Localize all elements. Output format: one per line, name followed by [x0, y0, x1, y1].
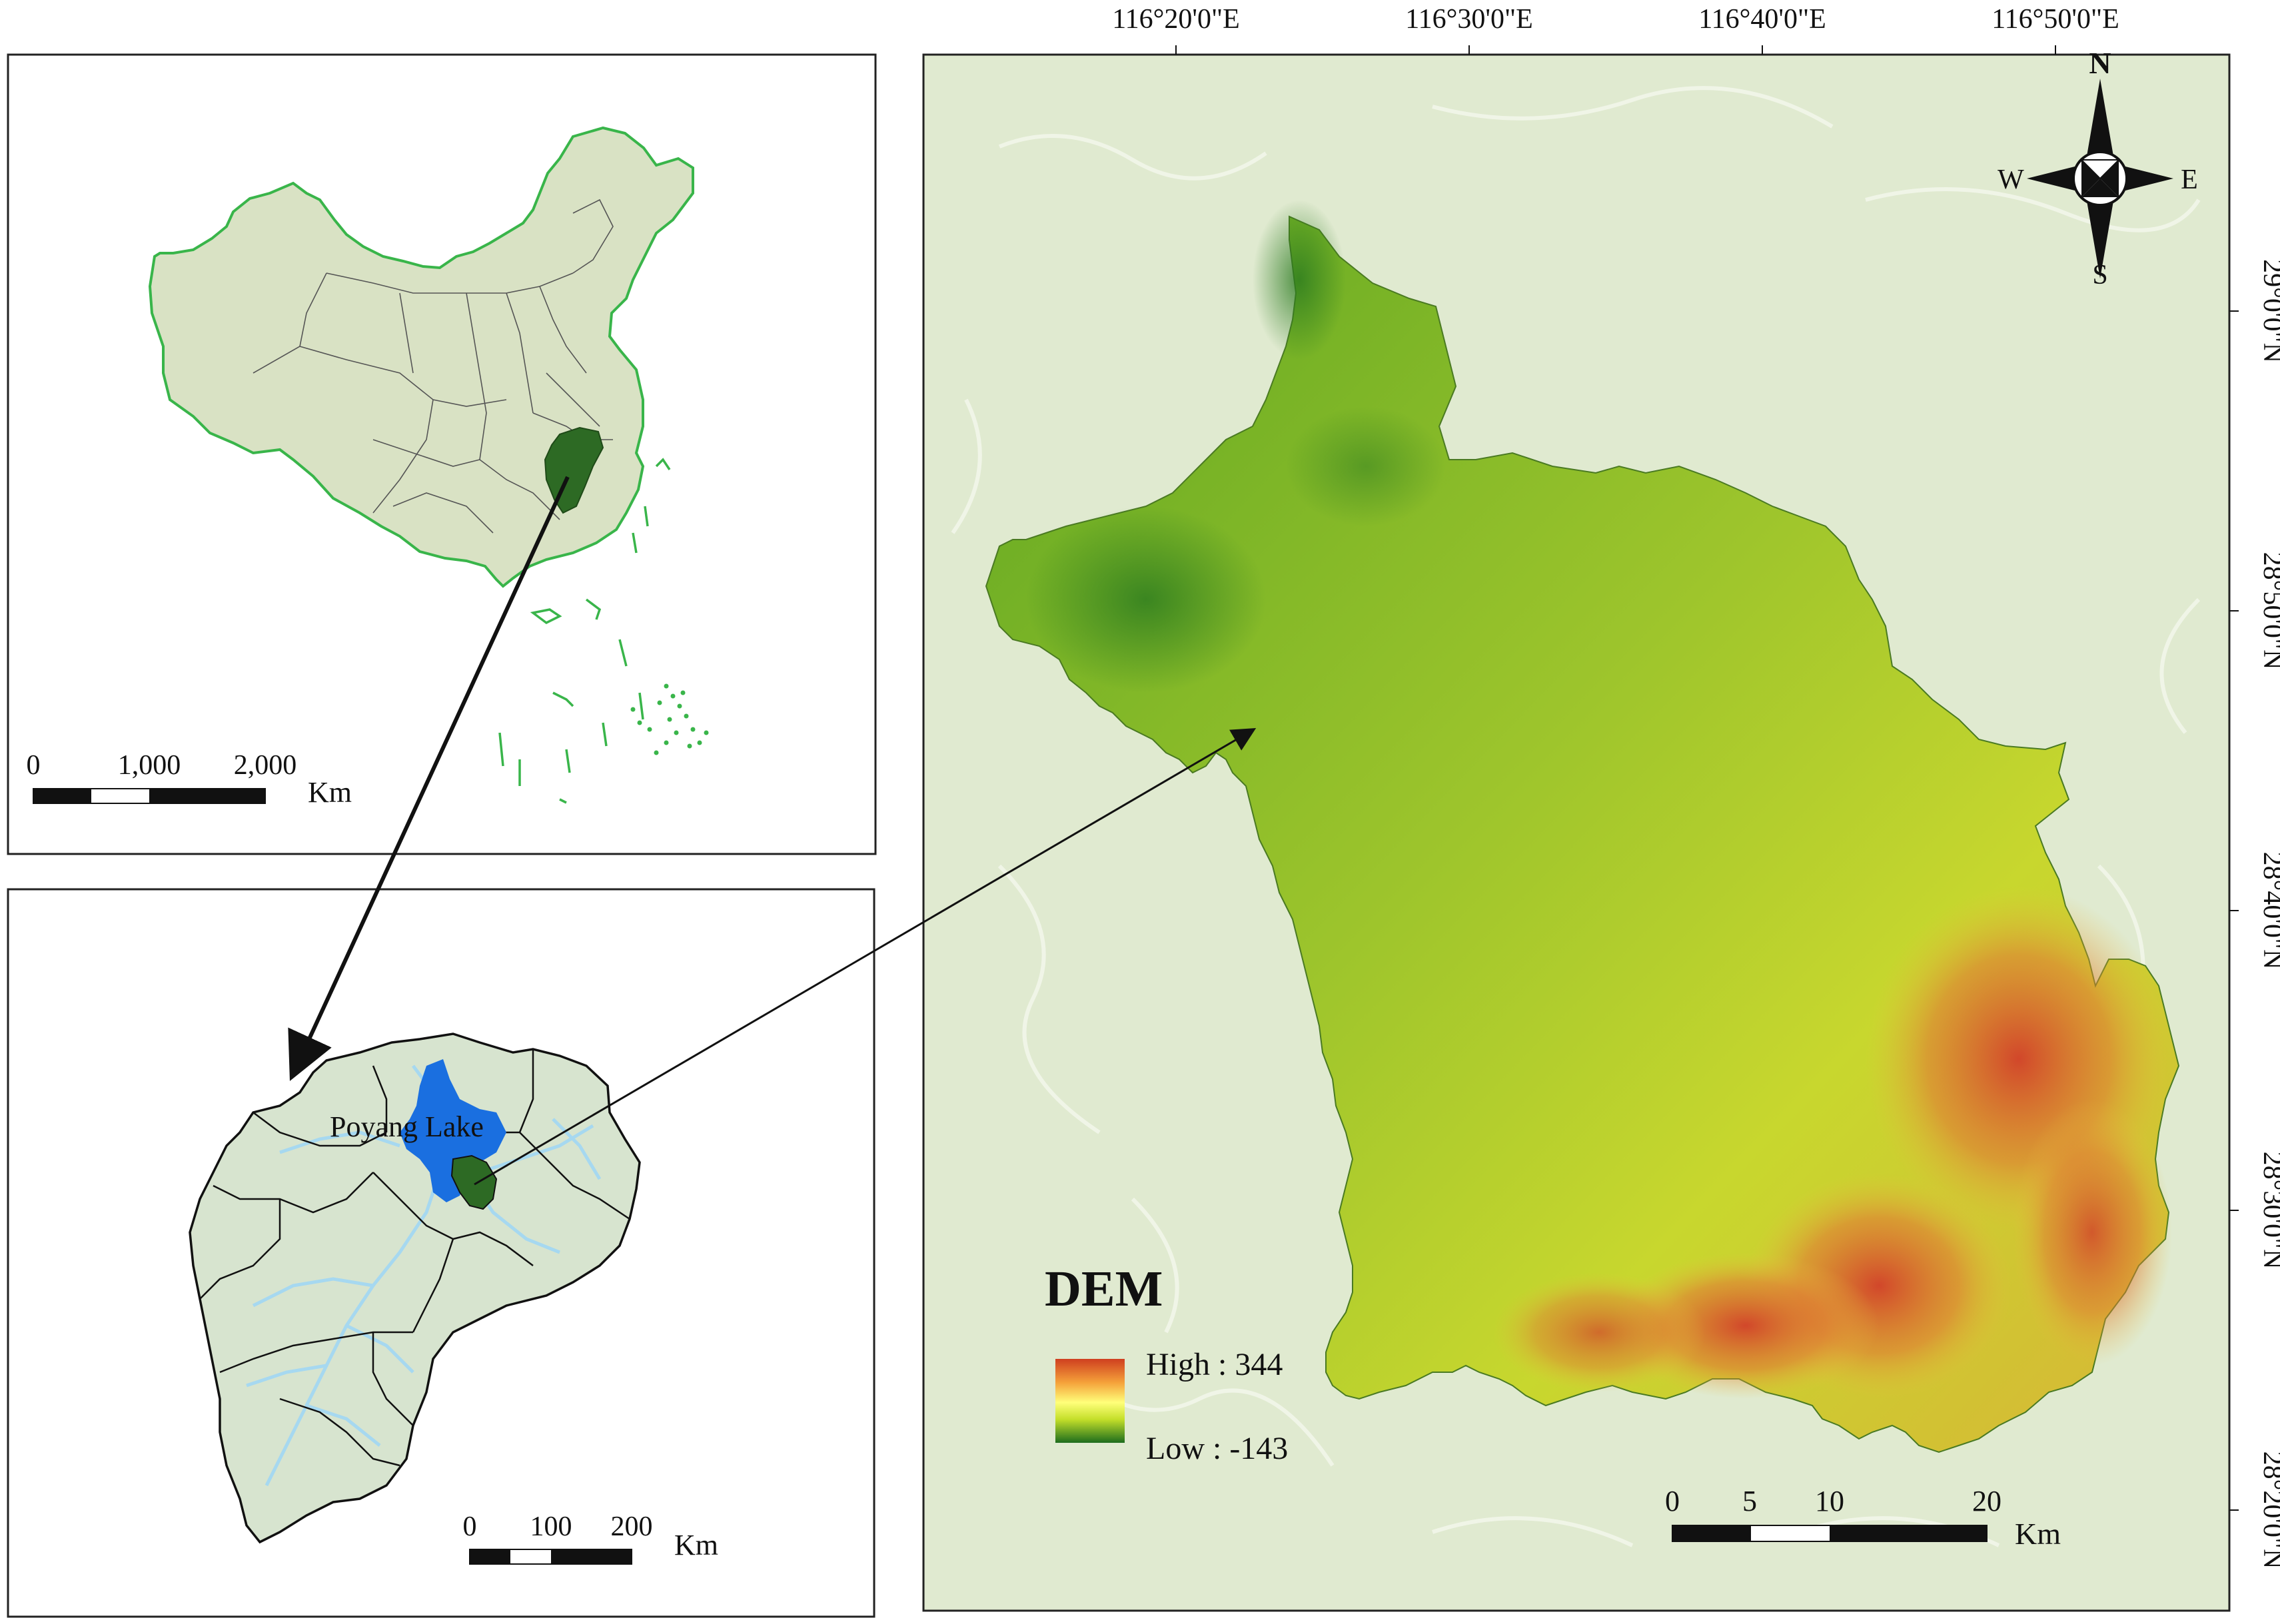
connector-arrows: [288, 476, 1257, 1186]
jiangxi-scale-tick-2: 200: [611, 1511, 653, 1542]
dem-scale-tick-0: 0: [1665, 1485, 1680, 1517]
islands: [498, 458, 671, 804]
dem-scale-tick-2: 10: [1815, 1485, 1844, 1517]
dem-scale-tick-1: 5: [1742, 1485, 1757, 1517]
jiangxi-rivers: [246, 1064, 602, 1487]
lat-label-1: 28°50'0"N: [2257, 552, 2280, 670]
lon-label-0: 116°20'0"E: [1112, 4, 1240, 35]
arrow-china-to-jiangxi: [288, 476, 570, 1081]
compass-n: N: [2089, 46, 2111, 80]
jiangxi-panel: Poyang Lake 0 100 200 Km: [7, 888, 875, 1618]
china-scale-bar: 0 1,000 2,000 Km: [27, 750, 352, 809]
china-overview-panel: 0 1,000 2,000 Km: [7, 53, 877, 855]
latitude-ticks: [2229, 310, 2239, 1511]
compass-s: S: [2092, 260, 2107, 290]
china-scale-tick-1: 1,000: [118, 750, 181, 781]
south-china-sea-islands: [630, 683, 709, 755]
lon-label-1: 116°30'0"E: [1405, 4, 1533, 35]
arrow-jiangxi-to-dem: [474, 727, 1257, 1186]
legend-high: High : 344: [1146, 1347, 1283, 1382]
province-borders: [253, 199, 614, 534]
compass-rose: N S W E: [1997, 46, 2198, 290]
study-area-dem: [985, 215, 2180, 1453]
lat-label-2: 28°40'0"N: [2257, 852, 2280, 970]
legend-title: DEM: [1045, 1261, 1163, 1317]
jiangxi-scale-tick-0: 0: [463, 1511, 477, 1542]
longitude-ticks: [1175, 45, 2056, 55]
china-scale-tick-0: 0: [27, 750, 41, 781]
china-scale-unit: Km: [308, 776, 352, 809]
compass-w: W: [1997, 165, 2024, 195]
lon-label-3: 116°50'0"E: [1992, 4, 2119, 35]
compass-e: E: [2181, 165, 2198, 195]
lon-label-2: 116°40'0"E: [1698, 4, 1826, 35]
lat-label-3: 28°30'0"N: [2257, 1152, 2280, 1270]
dem-panel-frame: [922, 53, 2231, 1612]
jiangxi-scale-unit: Km: [674, 1529, 718, 1561]
dem-elevation-overlays: [1026, 200, 2172, 1399]
prefecture-borders: [199, 1049, 630, 1467]
lat-label-4: 28°20'0"N: [2257, 1451, 2280, 1569]
study-area-jiangxi: [450, 1154, 498, 1210]
dem-scale-bar: 0 5 10 20 Km: [1665, 1485, 2061, 1551]
legend-color-ramp: [1055, 1359, 1125, 1443]
dem-legend: DEM High : 344 Low : -143: [1045, 1261, 1288, 1466]
poyang-lake: [400, 1059, 506, 1202]
china-scale-tick-2: 2,000: [234, 750, 297, 781]
dem-scale-unit: Km: [2015, 1517, 2061, 1551]
jiangxi-scale-tick-1: 100: [530, 1511, 572, 1542]
poyang-lake-label: Poyang Lake: [330, 1110, 484, 1143]
legend-low: Low : -143: [1146, 1431, 1288, 1466]
jiangxi-scale-bar: 0 100 200 Km: [463, 1511, 718, 1565]
lat-label-0: 29°0'0"N: [2257, 259, 2280, 363]
dem-scale-tick-3: 20: [1972, 1485, 2001, 1517]
dem-panel: 116°20'0"E 116°30'0"E 116°40'0"E 116°50'…: [922, 4, 2280, 1612]
